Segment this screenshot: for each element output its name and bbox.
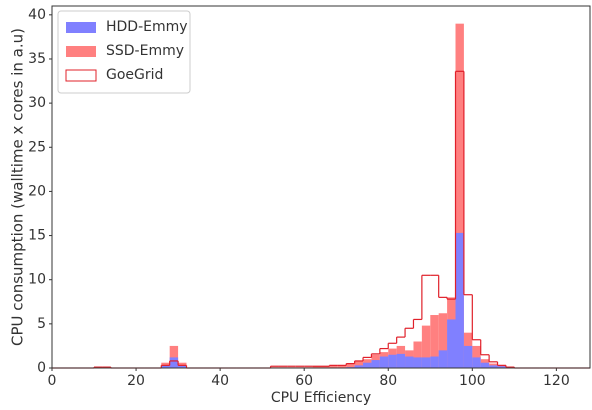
bar — [321, 366, 330, 368]
bar — [169, 345, 179, 368]
y-tick-label: 5 — [37, 316, 46, 332]
bar — [371, 360, 380, 368]
x-tick-label: 60 — [295, 373, 313, 389]
x-tick-label: 80 — [379, 373, 397, 389]
y-tick-label: 25 — [28, 139, 46, 155]
y-tick-label: 10 — [28, 272, 46, 288]
y-tick-label: 30 — [28, 95, 46, 111]
bar — [472, 345, 481, 368]
y-axis-label: CPU consumption (walltime x cores in a.u… — [9, 28, 27, 346]
bar — [455, 23, 464, 368]
y-tick-label: 35 — [28, 51, 46, 67]
bar — [413, 357, 422, 368]
bar — [363, 362, 372, 368]
bar — [480, 362, 490, 368]
legend-label: GoeGrid — [106, 67, 163, 83]
bar — [169, 357, 179, 368]
legend-label: HDD-Emmy — [106, 19, 188, 35]
legend: HDD-Emmy SSD-Emmy GoeGrid — [57, 10, 191, 94]
bar — [396, 353, 406, 368]
x-tick-label: 20 — [127, 373, 145, 389]
bar — [438, 313, 448, 368]
bar — [312, 366, 321, 368]
bar — [430, 356, 439, 368]
legend-swatch — [66, 46, 96, 57]
bar — [329, 365, 338, 368]
legend-swatch — [66, 22, 96, 33]
legend-label: SSD-Emmy — [106, 43, 184, 59]
y-tick-label: 0 — [37, 360, 46, 376]
bar — [405, 356, 414, 368]
x-tick-label: 40 — [211, 373, 229, 389]
legend-swatch — [65, 69, 97, 82]
bar — [472, 357, 481, 368]
bar — [447, 319, 456, 368]
bar — [421, 325, 431, 368]
y-tick-label: 15 — [28, 228, 46, 244]
bar — [438, 350, 448, 368]
bar — [489, 365, 498, 368]
x-axis-label: CPU Efficiency — [271, 390, 371, 406]
bar — [337, 365, 347, 368]
y-tick-label: 40 — [28, 7, 46, 23]
bar — [388, 354, 397, 368]
bar — [161, 365, 170, 368]
bar — [455, 232, 464, 368]
plot-frame — [51, 5, 591, 369]
bar — [379, 356, 389, 368]
x-tick-label: 120 — [543, 373, 570, 389]
bar — [354, 360, 364, 368]
x-tick-label: 0 — [48, 373, 57, 389]
bar — [421, 357, 431, 368]
bar — [497, 366, 506, 368]
bar — [463, 345, 473, 368]
bar — [178, 365, 187, 368]
bar — [430, 315, 439, 368]
y-tick-label: 20 — [28, 183, 46, 199]
bar — [413, 341, 422, 368]
bar — [346, 363, 355, 368]
x-tick-label: 100 — [459, 373, 486, 389]
bar — [354, 365, 364, 368]
